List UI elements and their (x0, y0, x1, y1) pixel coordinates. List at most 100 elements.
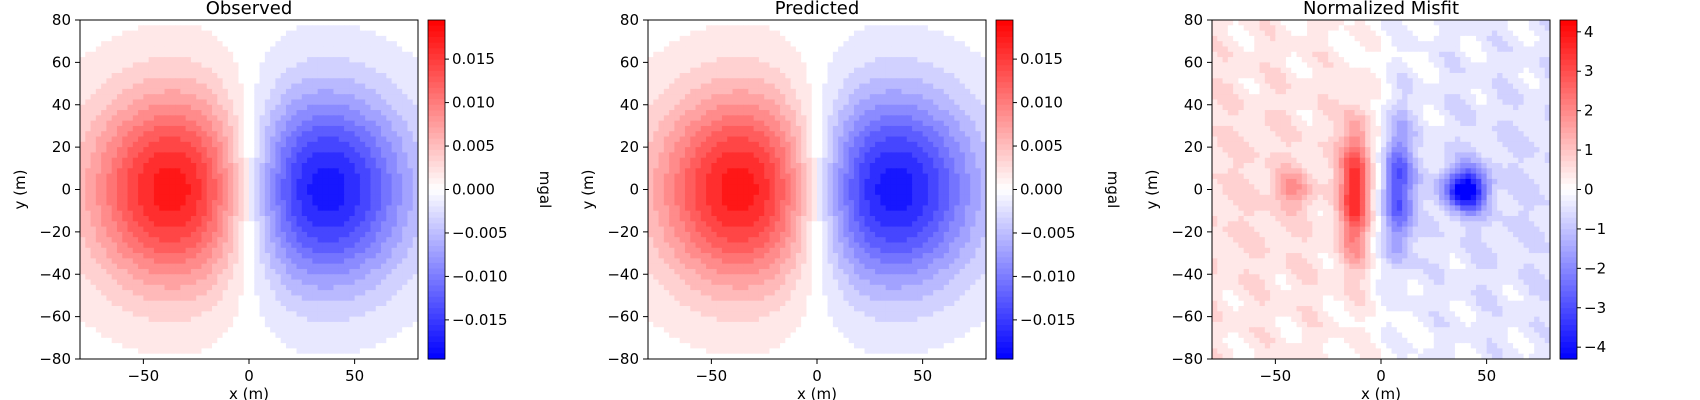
heat-cell (138, 57, 144, 63)
heat-cell (817, 62, 823, 69)
heat-cell (249, 306, 255, 312)
heat-cell (206, 189, 213, 196)
heat-cell (175, 343, 181, 350)
heat-cell (758, 78, 765, 85)
heat-cell (354, 88, 361, 95)
heat-cell (795, 41, 802, 48)
heat-cell (164, 30, 171, 37)
heat-cell (206, 57, 213, 63)
heat-cell (917, 20, 924, 26)
heat-cell (795, 46, 802, 53)
heat-cell (138, 152, 144, 159)
heat-cell (743, 46, 749, 53)
heat-cell (296, 210, 303, 217)
heat-cell (190, 284, 197, 291)
heat-cell (175, 279, 181, 286)
heat-cell (333, 131, 340, 138)
heat-cell (291, 274, 298, 281)
heat-cell (227, 168, 234, 175)
heat-cell (307, 300, 313, 307)
heat-cell (402, 295, 409, 302)
heat-cell (106, 110, 113, 116)
heat-cell (780, 51, 786, 58)
heat-cell (85, 247, 92, 254)
heat-cell (138, 110, 144, 116)
heat-cell (164, 343, 171, 350)
heat-cell (391, 306, 398, 312)
heat-cell (275, 94, 282, 101)
heat-cell (684, 67, 691, 74)
heat-cell (349, 104, 356, 111)
heat-cell (249, 94, 255, 101)
heat-cell (275, 35, 282, 42)
heat-cell (227, 295, 234, 302)
heat-cell (180, 125, 187, 132)
heat-cell (80, 41, 86, 48)
heat-cell (396, 205, 403, 212)
heat-cell (175, 263, 181, 270)
heat-cell (328, 332, 335, 339)
heat-cell (243, 99, 250, 106)
heat-cell (159, 226, 166, 233)
heat-cell (653, 57, 660, 63)
heat-cell (132, 268, 139, 275)
heat-cell (90, 210, 97, 217)
heat-cell (338, 189, 345, 196)
heat-cell (658, 35, 665, 42)
heat-cell (296, 83, 303, 90)
heat-cell (838, 35, 845, 42)
heat-cell (301, 268, 308, 275)
heat-cell (233, 284, 240, 291)
heat-cell (322, 210, 329, 217)
heat-cell (801, 41, 808, 48)
heat-cell (674, 35, 681, 42)
heat-cell (143, 184, 150, 191)
heat-cell (212, 221, 218, 228)
heat-cell (402, 136, 409, 143)
heat-cell (333, 247, 340, 254)
heat-cell (111, 221, 118, 228)
heat-cell (217, 306, 224, 312)
heat-cell (90, 173, 97, 180)
heat-cell (122, 141, 129, 148)
heat-cell (222, 290, 229, 297)
heat-cell (169, 253, 176, 259)
heat-cell (80, 258, 86, 265)
heat-cell (275, 62, 282, 69)
heat-cell (312, 321, 319, 328)
heat-cell (407, 221, 414, 228)
heat-cell (280, 83, 287, 90)
heat-cell (684, 78, 691, 85)
heat-cell (381, 168, 387, 175)
heat-cell (106, 231, 113, 238)
heat-cell (901, 57, 908, 63)
heat-cell (307, 337, 313, 344)
colorbar-swatch (428, 149, 445, 157)
heat-cell (217, 215, 224, 222)
heat-cell (127, 237, 134, 244)
heat-cell (233, 125, 240, 132)
heat-cell (116, 242, 123, 249)
heat-cell (381, 327, 387, 334)
heat-cell (259, 30, 266, 37)
heat-cell (880, 30, 887, 37)
heat-cell (180, 353, 187, 359)
heat-cell (349, 205, 356, 212)
heat-cell (280, 274, 287, 281)
heat-cell (859, 25, 866, 32)
heat-cell (270, 247, 277, 254)
heat-cell (106, 57, 113, 63)
heat-cell (412, 46, 418, 53)
heat-cell (285, 268, 292, 275)
heat-cell (275, 353, 282, 359)
colorbar-tick-label: −0.015 (452, 311, 508, 329)
heat-cell (164, 78, 171, 85)
heat-cell (185, 184, 192, 191)
heat-cell (196, 274, 203, 281)
heat-cell (101, 200, 108, 206)
heat-cell (201, 231, 208, 238)
heat-cell (222, 274, 229, 281)
heat-cell (338, 215, 345, 222)
heat-cell (101, 173, 108, 180)
heat-cell (270, 152, 277, 159)
